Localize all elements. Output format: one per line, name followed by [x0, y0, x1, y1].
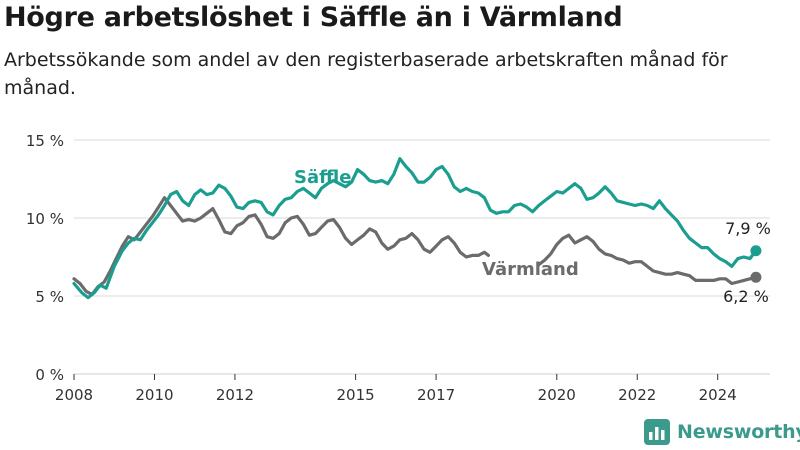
series-line-varmland [72, 196, 758, 296]
end-value-label-varmland: 6,2 % [723, 287, 769, 306]
x-tick-label: 2020 [538, 386, 576, 404]
series-line-saffle [72, 157, 758, 300]
brand-name: Newsworthy [677, 421, 800, 443]
bar-chart-logo-icon [644, 419, 670, 445]
series-label-saffle: Säffle [294, 167, 351, 188]
end-value-label-saffle: 7,9 % [725, 219, 771, 238]
chart-subtitle: Arbetssökande som andel av den registerb… [4, 49, 728, 99]
x-tick-label: 2010 [135, 386, 173, 404]
y-tick-label: 0 % [35, 366, 64, 384]
y-tick-label: 15 % [26, 132, 64, 150]
y-tick-label: 10 % [26, 210, 64, 228]
chart-title: Högre arbetslöshet i Säffle än i Värmlan… [4, 2, 623, 33]
x-tick-label: 2024 [699, 386, 737, 404]
series-endpoint-varmland [750, 271, 762, 283]
newsworthy-brand[interactable]: Newsworthy [644, 419, 800, 445]
x-tick-label: 2017 [417, 386, 455, 404]
x-tick-label: 2015 [337, 386, 375, 404]
x-tick-label: 2008 [55, 386, 93, 404]
series-label-varmland: Värmland [482, 259, 579, 280]
y-tick-label: 5 % [35, 288, 64, 306]
x-tick-label: 2012 [216, 386, 254, 404]
x-tick-label: 2022 [618, 386, 656, 404]
series-endpoint-saffle [750, 245, 762, 257]
